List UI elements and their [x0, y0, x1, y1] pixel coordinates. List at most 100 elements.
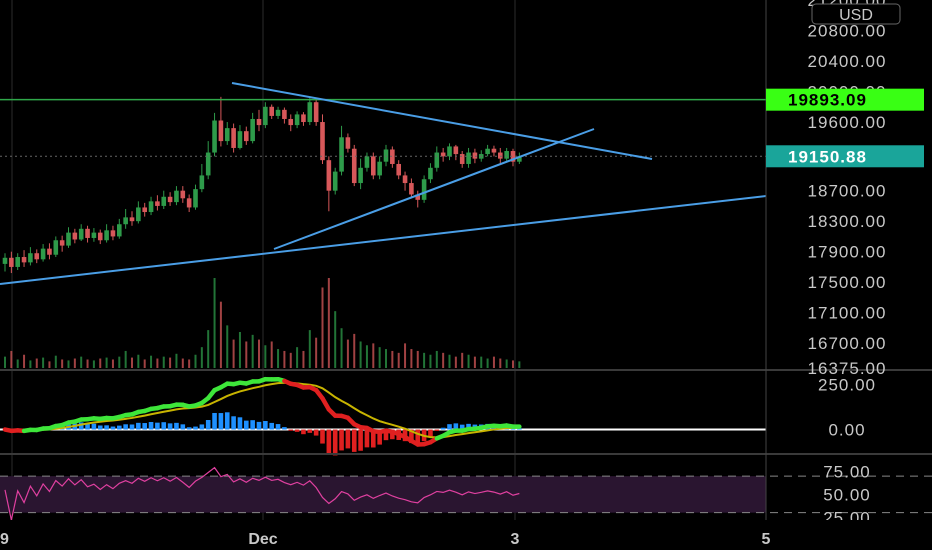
descending-trendline[interactable] [231, 82, 653, 160]
candle-body [123, 217, 128, 225]
macd-histogram-bar [161, 422, 167, 430]
macd-histogram-bar [199, 424, 205, 430]
macd-histogram-bar [205, 420, 211, 430]
rsi-axis-tick-label: 50.00 [823, 485, 871, 504]
macd-histogram-bar [237, 417, 243, 430]
candle-body [282, 109, 287, 119]
macd-histogram-bar [250, 420, 255, 430]
candle-body [307, 102, 313, 123]
volume-bar [270, 341, 273, 368]
volume-bar [512, 360, 514, 368]
macd-histogram-bar [447, 424, 452, 430]
macd-histogram-bar [231, 416, 236, 430]
candle-body [142, 207, 147, 213]
candle-body [269, 106, 274, 116]
candle-body [377, 161, 382, 176]
candle-body [345, 137, 351, 149]
volume-bar [124, 350, 127, 368]
macd-histogram-bar [364, 429, 370, 448]
volume-bar [92, 360, 95, 368]
macd-histogram-bar [453, 423, 459, 430]
volume-bar [232, 339, 235, 368]
candle-body [434, 152, 440, 168]
macd-histogram-bar [269, 422, 274, 430]
macd-histogram-bar [409, 429, 414, 444]
macd-histogram-bar [332, 429, 338, 456]
candle-body [161, 196, 167, 206]
volume-bar [461, 352, 464, 368]
candle-body [320, 122, 325, 161]
volume-bar [518, 361, 521, 368]
candle-body [2, 257, 8, 264]
candle-body [390, 149, 395, 164]
time-axis-tick-label: 29 [0, 531, 9, 548]
candle-body [104, 230, 109, 241]
volume-bar [327, 278, 330, 368]
time-axis-tick-label: 5 [762, 531, 771, 548]
candle-body [110, 230, 116, 237]
price-axis-tick-label: 17100.00 [808, 304, 887, 323]
candle-body [301, 114, 306, 123]
rsi-axis-tick-label: 75.00 [823, 463, 871, 482]
volume-bar [131, 357, 133, 368]
ascending-trendline[interactable] [273, 128, 595, 250]
candle-body [498, 152, 503, 159]
resistance-price-badge: 19893.09 [766, 88, 924, 111]
volume-bar [454, 356, 457, 368]
macd-histogram-bar [186, 427, 192, 430]
candle-body [72, 232, 78, 240]
candle-body [383, 149, 389, 162]
candle-body [9, 257, 14, 267]
price-axis-tick-label: 19600.00 [808, 113, 887, 132]
volume-bar [238, 332, 241, 368]
volume-bar [16, 359, 19, 368]
candle-body [491, 148, 497, 153]
candle-body [256, 118, 262, 126]
macd-histogram-bar [142, 423, 147, 430]
macd-histogram-bar [288, 429, 294, 431]
volume-bar [321, 287, 324, 368]
volume-bar [80, 356, 83, 368]
macd-histogram-bar [275, 424, 281, 430]
price-pane[interactable] [2, 96, 522, 274]
macd-histogram-bar [91, 423, 97, 430]
macd-histogram-bar [224, 412, 230, 430]
macd-pane[interactable] [0, 376, 766, 456]
volume-bar [175, 353, 178, 368]
macd-histogram-bar [440, 427, 446, 430]
candle-body [97, 232, 103, 241]
volume-bar [111, 359, 114, 368]
candle-body [472, 152, 478, 159]
price-axis-tick-label: 17500.00 [808, 273, 887, 292]
volume-bar [162, 356, 165, 368]
rsi-pane[interactable] [0, 466, 932, 521]
candle-body [485, 148, 490, 155]
volume-bar [181, 358, 184, 368]
macd-axis-tick-label: 250.00 [818, 376, 876, 395]
volume-bar [42, 357, 45, 368]
candle-body [466, 152, 471, 164]
currency-button[interactable]: USD [811, 3, 901, 25]
drawing-tools[interactable] [0, 82, 767, 285]
price-axis[interactable]: 21200.0020800.0020400.0020000.0019600.00… [808, 0, 887, 527]
price-axis-tick-label: 16375.00 [808, 359, 887, 378]
volume-pane [4, 278, 521, 368]
candle-body [34, 253, 40, 260]
candle-body [358, 167, 363, 184]
candle-body [440, 152, 446, 157]
volume-bar [410, 349, 413, 368]
candle-body [263, 106, 268, 126]
volume-bar [340, 328, 343, 368]
macd-histogram-bar [174, 422, 179, 430]
candle-body [244, 131, 249, 142]
macd-histogram-bar [104, 425, 109, 430]
volume-bar [67, 360, 70, 368]
support-trendline[interactable] [0, 195, 767, 285]
volume-bar [499, 358, 502, 368]
volume-bar [359, 341, 362, 368]
volume-bar [365, 345, 368, 368]
macd-histogram-bar [358, 429, 363, 451]
time-axis[interactable]: 29 Dec 3 5 [0, 520, 932, 550]
candle-body [117, 224, 122, 237]
candle-body [224, 128, 230, 142]
